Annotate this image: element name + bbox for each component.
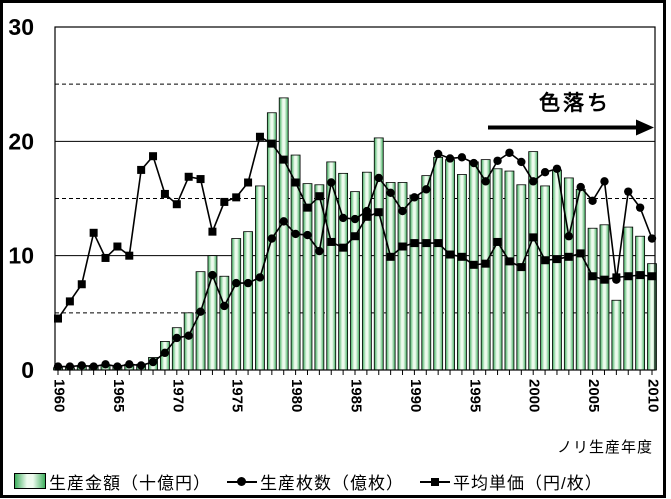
legend-item-production-value: 生産金額（十億円） <box>14 469 211 494</box>
legend-label-sheet-count: 生産枚数（億枚） <box>260 473 404 493</box>
y-axis-labels: 0 10 20 30 <box>8 14 34 383</box>
circle-marker-icon <box>227 476 257 486</box>
legend-item-unit-price: 平均単価（円/枚） <box>420 469 603 494</box>
y-tick-label: 20 <box>8 128 34 154</box>
x-tick-label: 2010 <box>645 379 662 412</box>
x-tick-label: 1975 <box>229 379 246 412</box>
line-series-unit-price <box>54 132 656 323</box>
legend-label-production-value: 生産金額（十億円） <box>49 473 211 493</box>
x-tick-label: 1960 <box>51 379 68 412</box>
y-tick-label: 10 <box>8 243 34 269</box>
x-tick-label: 1985 <box>348 379 365 412</box>
x-tick-label: 1970 <box>169 379 186 412</box>
x-tick-label: 2000 <box>526 379 543 412</box>
y-tick-label: 30 <box>8 14 34 40</box>
line-series-sheet-count <box>53 148 657 371</box>
x-axis-title: ノリ生産年度 <box>557 439 653 456</box>
x-tick-label: 1980 <box>288 379 305 412</box>
legend-label-unit-price: 平均単価（円/枚） <box>453 473 603 493</box>
x-tick-label: 2005 <box>585 379 602 412</box>
x-tick-label: 1965 <box>110 379 127 412</box>
x-axis: 1960 1965 1970 1975 1980 1985 1990 1995 2000 2005… <box>51 370 662 412</box>
square-marker-icon <box>420 477 450 486</box>
y-tick-label: 0 <box>21 357 34 383</box>
x-tick-label: 1990 <box>407 379 424 412</box>
arrow-head-icon <box>636 119 654 136</box>
annotation-label: 色落ち <box>539 91 611 115</box>
legend-item-sheet-count: 生産枚数（億枚） <box>227 469 404 494</box>
annotation-discoloration: 色落ち <box>488 91 654 136</box>
bar-swatch-icon <box>14 473 46 489</box>
legend: 生産金額（十億円） 生産枚数（億枚） 平均単価（円/枚） <box>14 468 661 494</box>
x-tick-label: 1995 <box>466 379 483 412</box>
